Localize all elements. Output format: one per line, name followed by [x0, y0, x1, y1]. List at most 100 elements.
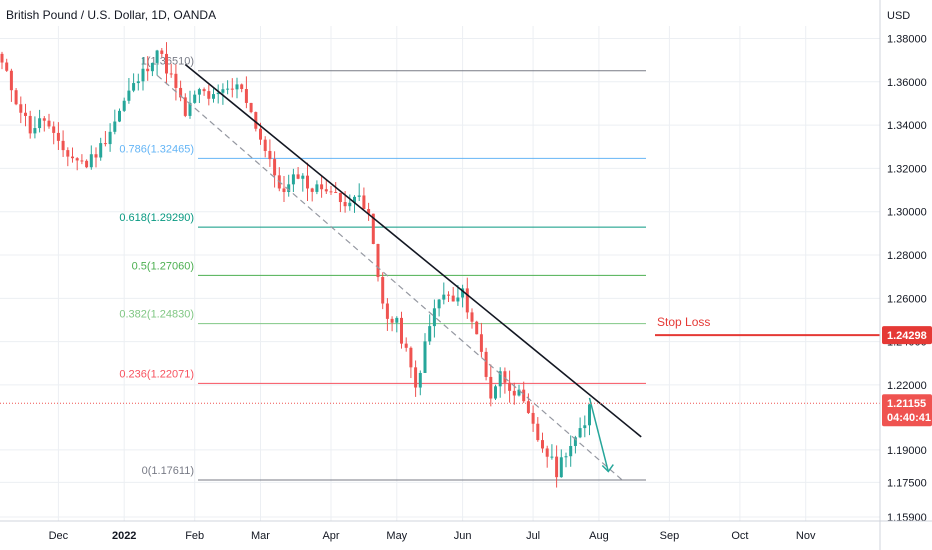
candles: [0, 42, 591, 488]
candle-body: [38, 118, 42, 129]
countdown-badge-text: 04:40:41: [887, 412, 931, 424]
candle-body: [385, 303, 389, 319]
candle-body: [33, 128, 37, 134]
candle-body: [536, 423, 540, 441]
x-tick-label: 2022: [112, 530, 136, 542]
candle-body: [160, 50, 164, 54]
candle-body: [550, 456, 554, 458]
current-price-badge-text: 1.21155: [887, 398, 926, 410]
x-tick-label: Oct: [731, 530, 748, 542]
candle-body: [348, 202, 352, 207]
candle-body: [235, 84, 239, 90]
candle-body: [390, 318, 394, 323]
candle-body: [179, 87, 183, 98]
y-tick-label: 1.28000: [887, 250, 927, 262]
candle-body: [583, 425, 587, 429]
candle-body: [216, 92, 220, 95]
candle-body: [362, 195, 366, 210]
candle-body: [334, 192, 338, 194]
candle-body: [437, 299, 441, 309]
x-tick-label: Dec: [49, 530, 69, 542]
candle-body: [244, 89, 248, 103]
y-tick-label: 1.30000: [887, 207, 927, 219]
x-tick-label: Feb: [185, 530, 204, 542]
candle-body: [545, 448, 549, 457]
time-axis[interactable]: Dec 2022 Feb Mar Apr May Jun Jul Aug Sep Oct Nov: [0, 520, 932, 542]
candle-body: [465, 288, 469, 313]
candle-body: [99, 143, 103, 158]
candle-body: [80, 160, 84, 162]
candle-body: [85, 160, 89, 168]
candle-body: [273, 159, 277, 176]
fib-level-label: 0.5(1.27060): [132, 260, 194, 272]
candle-body: [103, 143, 107, 145]
candle-body: [263, 139, 267, 151]
candle-body: [113, 121, 117, 132]
candle-body: [24, 112, 27, 116]
candle-body: [75, 158, 79, 161]
currency-label: USD: [887, 10, 910, 22]
trendline: [184, 63, 642, 438]
candle-body: [19, 104, 23, 113]
x-tick-label: Sep: [660, 530, 680, 542]
grid-lines: [0, 26, 880, 521]
candle-body: [127, 90, 131, 101]
x-tick-label: Jun: [454, 530, 472, 542]
candle-body: [183, 97, 187, 116]
candle-body: [512, 390, 516, 396]
y-tick-label: 1.34000: [887, 120, 927, 132]
x-tick-label: Jul: [526, 530, 540, 542]
candle-body: [221, 89, 225, 93]
candle-body: [132, 83, 136, 91]
candle-body: [259, 128, 262, 140]
candle-body: [432, 308, 436, 327]
candle-body: [230, 88, 234, 90]
y-tick-label: 1.17500: [887, 477, 927, 489]
candle-body: [9, 70, 13, 91]
y-tick-label: 1.32000: [887, 163, 927, 175]
candle-body: [367, 209, 371, 214]
candle-body: [564, 456, 568, 458]
y-tick-label: 1.36000: [887, 77, 927, 89]
fib-levels: 1(1.36510)0.786(1.32465)0.618(1.29290)0.…: [119, 56, 646, 481]
candle-body: [541, 440, 544, 449]
candle-body: [498, 371, 502, 387]
candle-body: [357, 195, 361, 197]
candle-body: [414, 367, 418, 388]
candle-body: [108, 131, 112, 145]
chart-title: British Pound / U.S. Dollar, 1D, OANDA: [6, 8, 217, 22]
candle-body: [14, 90, 18, 105]
candle-body: [52, 126, 56, 133]
candle-body: [569, 445, 573, 457]
candle-body: [395, 317, 399, 323]
projection-arrow: [588, 397, 610, 472]
candle-body: [56, 132, 60, 141]
candle-body: [89, 154, 93, 168]
candle-body: [0, 53, 4, 63]
candle-body: [212, 94, 215, 99]
price-axis[interactable]: USD 1.38000 1.36000 1.34000 1.32000 1.30000 1…: [879, 0, 927, 550]
candle-body: [193, 94, 197, 103]
candle-body: [47, 120, 51, 127]
candle-body: [226, 88, 230, 90]
candle-body: [169, 73, 173, 75]
candle-body: [503, 371, 507, 383]
candle-body: [559, 457, 563, 478]
candle-body: [306, 175, 309, 189]
candle-body: [531, 412, 535, 424]
candle-body: [381, 277, 385, 304]
y-tick-label: 1.19000: [887, 445, 927, 457]
candle-body: [254, 112, 258, 129]
candle-body: [310, 188, 314, 192]
candle-body: [442, 294, 446, 300]
stop-loss-label: Stop Loss: [657, 315, 710, 329]
candle-body: [489, 376, 493, 399]
y-tick-label: 1.26000: [887, 293, 927, 305]
candle-body: [28, 115, 32, 134]
x-tick-label: Aug: [589, 530, 609, 542]
candle-body: [522, 389, 526, 402]
candle-body: [508, 382, 512, 391]
stop-loss-badge-text: 1.24298: [887, 330, 927, 342]
